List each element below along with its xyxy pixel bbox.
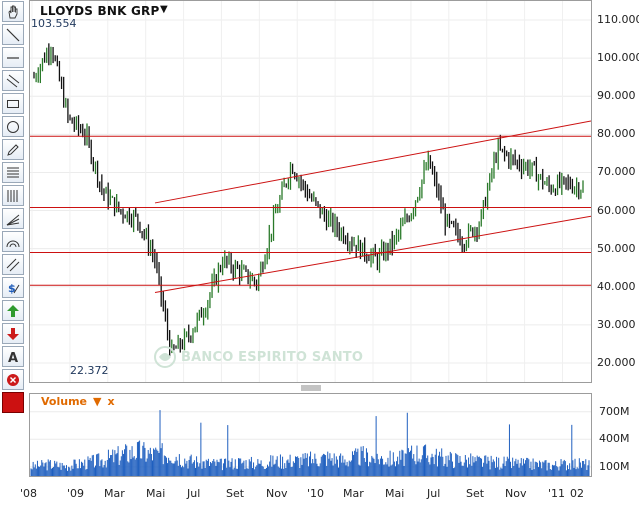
time-tick-label: '10 [307, 487, 325, 500]
time-tick-label: '11 [548, 487, 566, 500]
svg-text:A: A [8, 351, 18, 364]
pan-hand-icon[interactable] [2, 1, 24, 22]
max-price-label: 103.554 [31, 17, 77, 30]
volume-tick-label: 700M [599, 404, 630, 418]
price-tick-label: 80.000 [597, 127, 636, 141]
chevron-down-icon[interactable]: ▼ [160, 4, 168, 15]
rectangle-icon[interactable] [2, 93, 24, 114]
time-tick-label: Mar [343, 487, 364, 500]
price-tick-label: 110.000 [597, 13, 639, 27]
buy-arrow-icon[interactable] [2, 300, 24, 321]
time-tick-label: '08 [20, 487, 38, 500]
dollar-icon[interactable]: $ [2, 277, 24, 298]
volume-tick-label: 100M [599, 459, 630, 473]
fan-lines-icon[interactable] [2, 208, 24, 229]
delete-icon[interactable] [2, 369, 24, 390]
time-tick-label: Mar [104, 487, 125, 500]
chevron-down-icon[interactable]: ▼ [93, 395, 102, 408]
volume-chart[interactable] [29, 393, 592, 477]
time-tick-label: Nov [266, 487, 288, 500]
parallel-lines-icon[interactable] [2, 254, 24, 275]
time-tick-label: Nov [505, 487, 527, 500]
channel-lower-line[interactable] [154, 215, 592, 293]
time-tick-label: '09 [67, 487, 85, 500]
sell-arrow-icon[interactable] [2, 323, 24, 344]
min-price-label: 22.372 [70, 364, 109, 377]
price-chart[interactable] [29, 0, 592, 383]
time-tick-label: 02 [570, 487, 584, 500]
price-tick-label: 20.000 [597, 355, 636, 369]
chart-title: LLOYDS BNK GRP [40, 4, 160, 18]
color-picker-icon[interactable] [2, 392, 24, 413]
watermark-text: BANCO ESPIRITO SANTO [181, 349, 364, 365]
time-tick-label: Set [226, 487, 245, 500]
pencil-icon[interactable] [2, 139, 24, 160]
channel-upper-line[interactable] [154, 120, 592, 204]
price-tick-label: 60.000 [597, 203, 636, 217]
price-tick-label: 40.000 [597, 279, 636, 293]
close-icon[interactable]: x [107, 395, 115, 408]
volume-header: Volume ▼ x [41, 395, 115, 408]
trend-line-icon[interactable] [2, 24, 24, 45]
drawing-toolbar: $ A [0, 0, 27, 509]
svg-text:$: $ [8, 282, 16, 295]
horizontal-line-icon[interactable] [2, 47, 24, 68]
time-tick-label: Jul [187, 487, 201, 500]
ellipse-icon[interactable] [2, 116, 24, 137]
text-tool-icon[interactable]: A [2, 346, 24, 367]
bank-logo-icon [154, 346, 176, 368]
vertical-lines-icon[interactable] [2, 185, 24, 206]
time-tick-label: Jul [427, 487, 441, 500]
price-tick-label: 100.000 [597, 51, 639, 65]
price-tick-label: 30.000 [597, 317, 636, 331]
fibonacci-icon[interactable] [2, 162, 24, 183]
time-tick-label: Mai [385, 487, 405, 500]
price-tick-label: 50.000 [597, 241, 636, 255]
price-tick-label: 70.000 [597, 165, 636, 179]
price-tick-label: 90.000 [597, 89, 636, 103]
arc-icon[interactable] [2, 231, 24, 252]
channel-icon[interactable] [2, 70, 24, 91]
time-tick-label: Mai [146, 487, 166, 500]
volume-tick-label: 400M [599, 432, 630, 446]
panel-splitter[interactable] [29, 383, 592, 393]
time-tick-label: Set [466, 487, 485, 500]
volume-label: Volume [41, 395, 87, 408]
watermark: BANCO ESPIRITO SANTO [154, 346, 363, 368]
